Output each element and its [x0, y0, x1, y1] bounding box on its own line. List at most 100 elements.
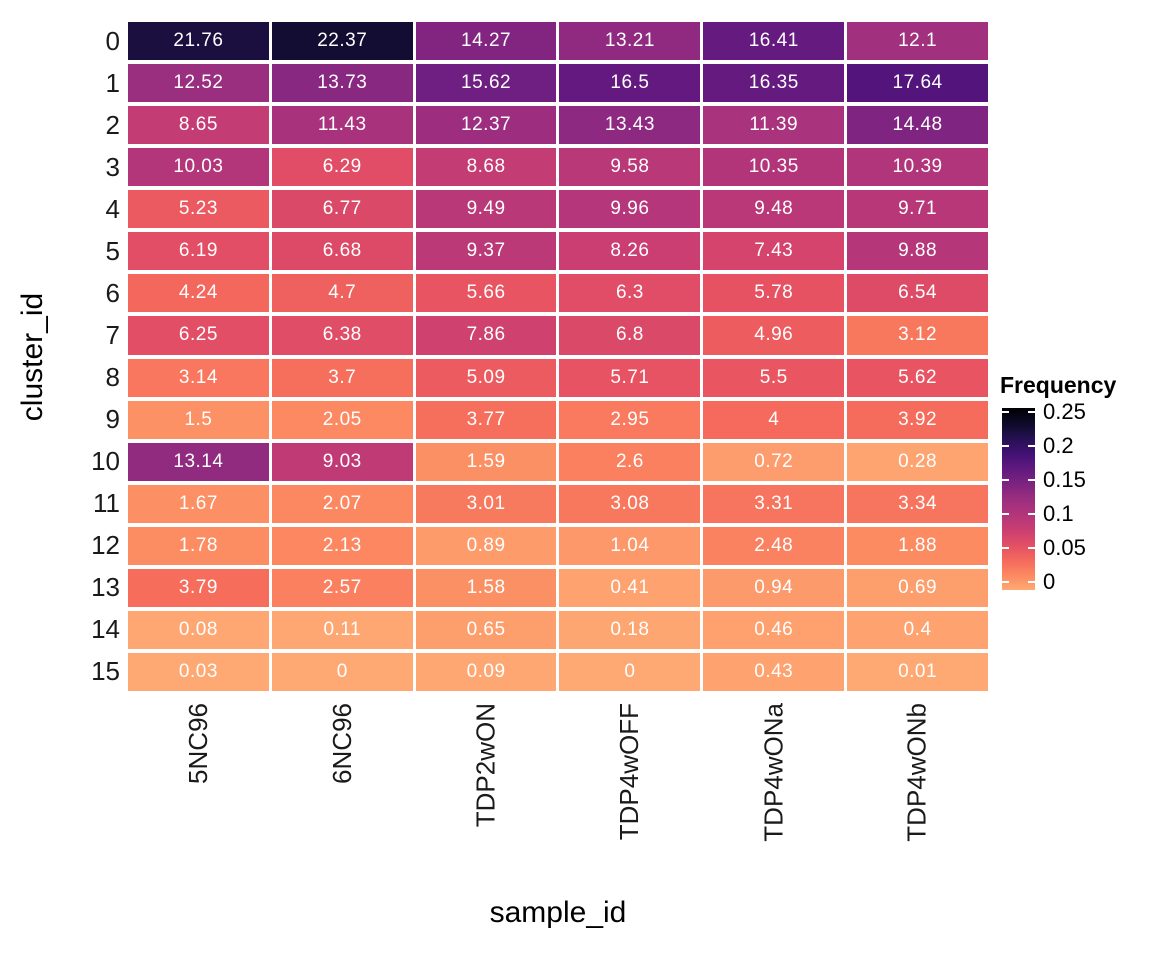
heatmap-cell: 22.37	[271, 22, 413, 61]
heatmap-cell: 13.43	[559, 106, 701, 145]
heatmap-cell: 5.62	[847, 358, 988, 397]
heatmap-cell-value: 1.59	[466, 450, 506, 472]
heatmap-cell-value: 6.19	[178, 240, 218, 262]
heatmap-cell-value: 6.8	[615, 324, 644, 346]
heatmap-cell: 1.78	[128, 526, 269, 565]
heatmap-cell-value: 3.79	[178, 576, 218, 598]
heatmap-cell: 1.5	[128, 400, 269, 439]
heatmap-cell: 5.78	[703, 274, 845, 313]
heatmap-cell: 9.58	[559, 148, 701, 187]
legend-tick-mark	[1002, 479, 1009, 481]
heatmap-cell: 6.19	[128, 232, 269, 271]
heatmap-cell-value: 5.71	[610, 366, 650, 388]
heatmap-cell-value: 13.73	[317, 72, 368, 94]
heatmap-cell-value: 6.77	[322, 198, 362, 220]
y-tick-label: 11	[93, 488, 120, 519]
heatmap-cell: 13.73	[271, 64, 413, 103]
heatmap-cell: 0.03	[128, 652, 269, 691]
heatmap-cell: 1.04	[559, 526, 701, 565]
heatmap-cell: 5.23	[128, 190, 269, 229]
heatmap-grid: 21.76 22.37 14.27 13.21 16.41 12.1 12.52 13.73 1…	[128, 22, 988, 691]
heatmap-cell: 11.39	[703, 106, 845, 145]
heatmap-cell-value: 2.07	[322, 492, 362, 514]
legend-tick-mark	[1002, 411, 1009, 413]
heatmap-cell: 6.8	[559, 316, 701, 355]
legend: Frequency 0.25 0.2 0.15 0.1 0.05 0	[1000, 372, 1150, 594]
heatmap-cell: 8.26	[559, 232, 701, 271]
heatmap-cell: 13.14	[128, 442, 269, 481]
heatmap-cell: 3.92	[847, 400, 988, 439]
legend-tick-mark	[1002, 581, 1009, 583]
x-tick-label: TDP2wON	[470, 703, 501, 828]
heatmap-cell-value: 0.28	[898, 450, 938, 472]
heatmap-cell-value: 12.1	[898, 30, 938, 52]
heatmap-cell: 8.65	[128, 106, 269, 145]
legend-tick-mark	[1028, 479, 1035, 481]
x-tick-label: TDP4wOFF	[614, 703, 645, 841]
heatmap-cell: 11.43	[271, 106, 413, 145]
x-tick-label: 6NC96	[326, 703, 357, 784]
x-tick-cell: 6NC96	[272, 697, 413, 887]
heatmap-cell-value: 9.49	[466, 198, 506, 220]
heatmap-cell: 15.62	[415, 64, 557, 103]
heatmap-cell-value: 22.37	[317, 30, 368, 52]
heatmap-cell: 0.89	[415, 526, 557, 565]
x-tick-label: TDP4wONa	[758, 703, 789, 842]
y-tick-label: 5	[105, 235, 120, 266]
heatmap-cell: 6.25	[128, 316, 269, 355]
heatmap-cell: 5.71	[559, 358, 701, 397]
legend-tick-label: 0.15	[1043, 467, 1086, 492]
heatmap-cell: 0	[271, 652, 413, 691]
y-tick-label: 3	[105, 151, 120, 182]
heatmap-cell: 1.67	[128, 484, 269, 523]
heatmap-cell-value: 0.69	[898, 576, 938, 598]
heatmap-cell-value: 1.78	[178, 534, 218, 556]
x-tick-cell: TDP4wOFF	[559, 697, 700, 887]
heatmap-cell-value: 6.29	[322, 156, 362, 178]
heatmap-cell: 17.64	[847, 64, 988, 103]
x-axis-title: sample_id	[489, 896, 627, 929]
heatmap-cell: 0	[559, 652, 701, 691]
x-tick-label: TDP4wONb	[902, 703, 933, 842]
heatmap-cell-value: 14.27	[461, 30, 512, 52]
heatmap-cell: 0.09	[415, 652, 557, 691]
heatmap-cell-value: 6.68	[322, 240, 362, 262]
heatmap-cell: 2.48	[703, 526, 845, 565]
heatmap-cell-value: 9.88	[898, 240, 938, 262]
heatmap-cell: 6.38	[271, 316, 413, 355]
heatmap-cell-value: 3.14	[178, 366, 218, 388]
heatmap-cell-value: 2.13	[322, 534, 362, 556]
heatmap-cell: 3.77	[415, 400, 557, 439]
heatmap-cell: 5.09	[415, 358, 557, 397]
x-tick-cell: TDP4wONb	[847, 697, 988, 887]
y-tick-label: 0	[105, 25, 120, 56]
legend-tick-label: 0.1	[1043, 501, 1074, 526]
heatmap-cell: 0.43	[703, 652, 845, 691]
heatmap-cell-value: 0	[336, 660, 348, 682]
heatmap-cell: 3.7	[271, 358, 413, 397]
heatmap-cell-value: 2.6	[615, 450, 644, 472]
heatmap-cell: 1.58	[415, 568, 557, 607]
x-tick-label: 5NC96	[182, 703, 213, 784]
heatmap-cell: 16.35	[703, 64, 845, 103]
heatmap-cell: 1.59	[415, 442, 557, 481]
heatmap-cell-value: 0.01	[898, 660, 938, 682]
heatmap-cell-value: 5.66	[466, 282, 506, 304]
heatmap-cell-value: 0.09	[466, 660, 506, 682]
heatmap-cell: 6.29	[271, 148, 413, 187]
heatmap-cell-value: 6.54	[898, 282, 938, 304]
legend-colorbar-wrap: 0.25 0.2 0.15 0.1 0.05 0	[1002, 400, 1086, 594]
heatmap-cell-value: 0.4	[903, 618, 932, 640]
heatmap-cell: 16.5	[559, 64, 701, 103]
heatmap-cell: 7.43	[703, 232, 845, 271]
legend-tick-mark	[1028, 445, 1035, 447]
heatmap-cell-value: 5.62	[898, 366, 938, 388]
heatmap-cell: 0.94	[703, 568, 845, 607]
heatmap-cell-value: 10.39	[892, 156, 943, 178]
heatmap-cell: 6.3	[559, 274, 701, 313]
heatmap-cell: 5.5	[703, 358, 845, 397]
heatmap-cell-value: 2.05	[322, 408, 362, 430]
heatmap-cell: 9.96	[559, 190, 701, 229]
legend-tick-mark	[1028, 513, 1035, 515]
heatmap-cell-value: 0.11	[323, 618, 362, 640]
